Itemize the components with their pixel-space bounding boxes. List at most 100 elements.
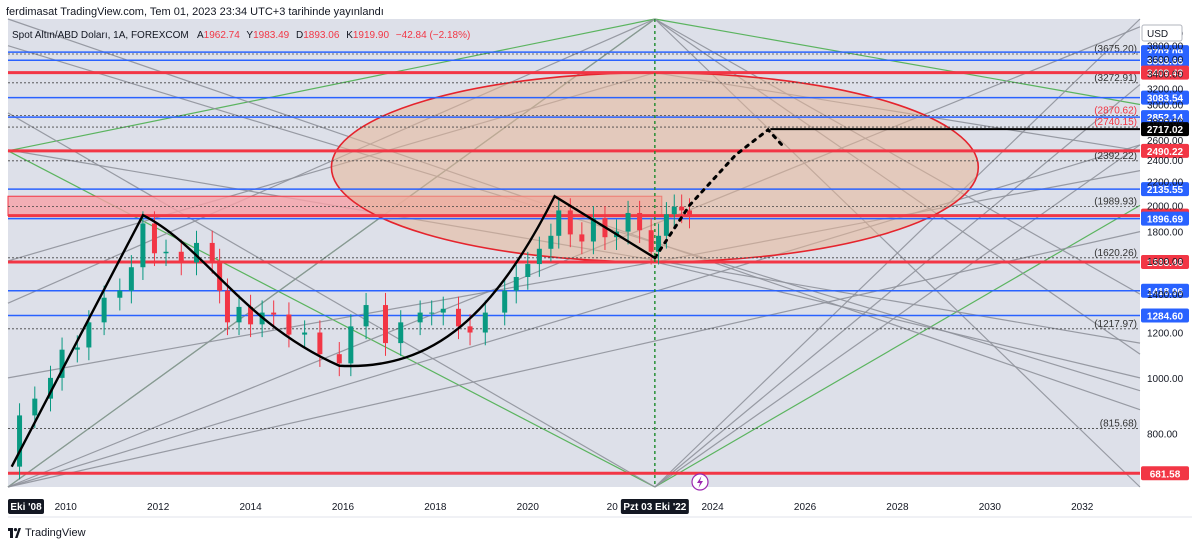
candle-body: [140, 223, 146, 268]
time-tick-label: 2024: [701, 502, 724, 513]
price-level-badge: [1141, 283, 1189, 298]
price-level-label: 681.58: [1150, 469, 1181, 480]
ohlc-high-label: Y: [246, 30, 253, 41]
candle-body: [74, 347, 80, 350]
dotted-level-label: (3272.91): [1094, 73, 1137, 84]
time-tick-label: 2014: [239, 502, 262, 513]
gann-fan-line: [7, 18, 655, 152]
time-marker-badge: [8, 499, 44, 514]
dotted-level-label: (2740.15): [1094, 117, 1137, 128]
dotted-level-label: (1989.93): [1094, 197, 1137, 208]
candle-body: [525, 264, 531, 277]
price-level-label: 3083.54: [1147, 94, 1184, 105]
chart-title: Spot Altın/ABD Doları, 1A, FOREXCOM: [12, 30, 189, 41]
candle-body: [671, 206, 677, 215]
swing-path-layer: [10, 127, 784, 468]
lightning-icon[interactable]: [691, 473, 709, 491]
candle-body: [679, 206, 685, 211]
dotted-level-label: (3675.20): [1094, 44, 1137, 55]
price-tick-label: 2400.00: [1147, 156, 1184, 167]
candle-body: [382, 305, 388, 344]
candle-body: [209, 242, 215, 261]
gann-fan-line: [654, 18, 1141, 106]
candle-body: [455, 308, 461, 327]
candle-body: [429, 312, 435, 314]
gann-fan-line: [654, 261, 1141, 379]
time-tick-label: 2020: [517, 502, 540, 513]
time-tick-label: 2030: [979, 502, 1002, 513]
time-tick-label: 2032: [1071, 502, 1094, 513]
time-tick-label: 2028: [886, 502, 909, 513]
price-tick-label: 3000.00: [1147, 100, 1184, 111]
price-tick-label: 1400.00: [1147, 290, 1184, 301]
chart-title-group: Spot Altın/ABD Doları, 1A, FOREXCOM A196…: [12, 30, 470, 41]
time-tick-label: 2012: [147, 502, 170, 513]
gann-fan-line: [7, 261, 655, 379]
time-marker-label: Pzt 03 Eki '22: [623, 502, 686, 513]
price-level-badge: [1141, 53, 1189, 68]
tradingview-logo-icon: [8, 526, 21, 539]
candle-body: [590, 218, 596, 242]
candle-body: [101, 297, 107, 323]
candle-body: [348, 326, 354, 364]
candle-body: [513, 276, 519, 291]
price-level-badge: [1141, 466, 1189, 481]
price-level-label: 1284.60: [1147, 312, 1184, 323]
time-tick-label: 2016: [332, 502, 355, 513]
candle-body: [556, 210, 562, 236]
time-marker-label: Eki '08: [10, 502, 42, 513]
dotted-level-label: (2392.22): [1094, 151, 1137, 162]
price-level-badge: [1141, 308, 1189, 323]
candle-body: [482, 312, 488, 333]
price-tick-label: 2800.00: [1147, 118, 1184, 129]
candle-body: [440, 308, 446, 313]
price-tick-label: 2200.00: [1147, 178, 1184, 189]
target-ellipse: [330, 71, 980, 263]
ohlc-low-label: D: [296, 30, 303, 41]
time-marker-badge: [620, 499, 689, 514]
price-level-label: 2852.14: [1147, 113, 1184, 124]
svg-text:Spot Altın/ABD Doları, 1A, FOR: Spot Altın/ABD Doları, 1A, FOREXCOM A196…: [12, 30, 470, 41]
currency-badge[interactable]: USD: [1141, 24, 1183, 42]
price-tick-label: 1800.00: [1147, 228, 1184, 239]
dotted-level-label: (815.68): [1100, 419, 1137, 430]
candle-body: [656, 235, 662, 252]
publisher-header: ferdimasat TradingView.com, Tem 01, 2023…: [6, 6, 384, 18]
price-level-label: 1896.69: [1147, 215, 1184, 226]
time-tick-label: 2018: [424, 502, 447, 513]
price-tick-label: 2000.00: [1147, 201, 1184, 212]
candle-body: [271, 312, 277, 315]
projection-dotted-path: [653, 127, 784, 260]
swing-path-line: [10, 194, 656, 468]
time-tick-label: 2010: [55, 502, 78, 513]
candle-body: [663, 214, 669, 236]
candle-body: [128, 267, 134, 291]
candle-body: [567, 210, 573, 235]
time-axis: 2010 2012 2014 2016 2018 2020 2024 2026 2028 2030…: [8, 499, 1094, 514]
time-tick-label-partial: 20: [607, 502, 619, 513]
ohlc-close-value: 1919.90: [353, 30, 390, 41]
dotted-level-label: (1217.97): [1094, 319, 1137, 330]
price-tick-label: 1200.00: [1147, 329, 1184, 340]
tradingview-footer[interactable]: TradingView: [8, 526, 86, 539]
gann-fan-line: [654, 204, 1141, 488]
ohlc-open-value: 1962.74: [204, 30, 241, 41]
candle-body: [163, 251, 169, 254]
candle-body: [302, 332, 308, 335]
candle-body: [117, 290, 123, 298]
candle-body: [648, 230, 654, 252]
time-axis-background[interactable]: [8, 487, 1140, 517]
price-level-label: 2490.22: [1147, 147, 1184, 158]
candle-body: [398, 322, 404, 344]
footer-brand: TradingView: [25, 526, 86, 539]
candle-body: [317, 332, 323, 355]
candle-body: [86, 322, 92, 348]
candle-body: [687, 210, 693, 216]
time-tick-label: 2026: [794, 502, 817, 513]
candle-body: [59, 349, 65, 378]
price-tick-label: 2600.00: [1147, 136, 1184, 147]
price-series-layer: [17, 194, 693, 480]
price-level-badge: [1141, 143, 1189, 158]
candle-body: [467, 326, 473, 333]
